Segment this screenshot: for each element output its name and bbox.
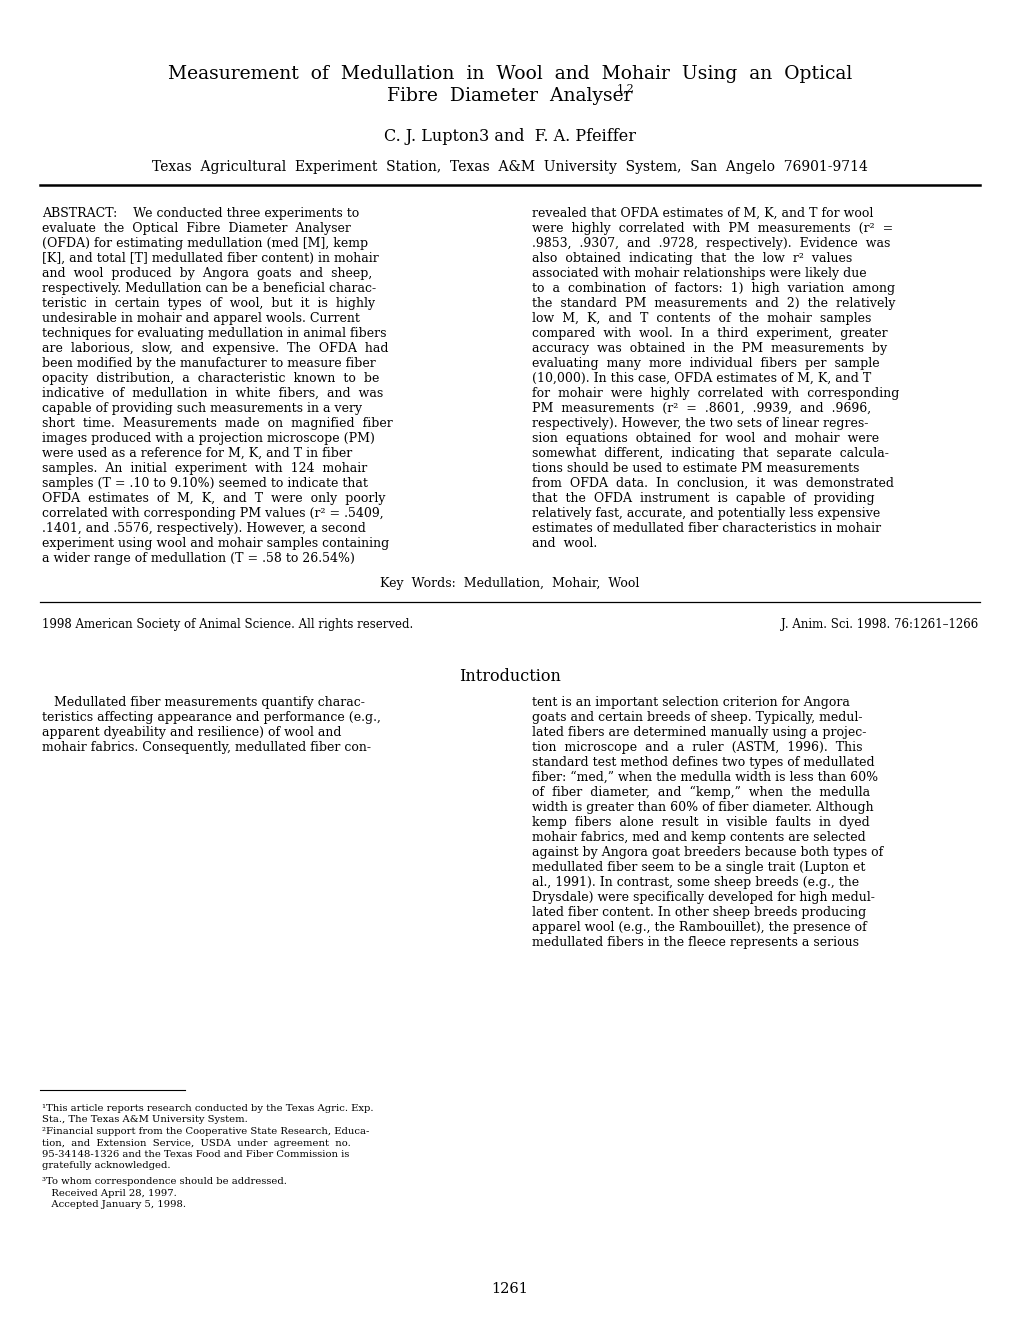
Text: lated fibers are determined manually using a projec-: lated fibers are determined manually usi… bbox=[532, 726, 865, 739]
Text: (OFDA) for estimating medullation (med [M], kemp: (OFDA) for estimating medullation (med [… bbox=[42, 238, 368, 249]
Text: standard test method defines two types of medullated: standard test method defines two types o… bbox=[532, 756, 873, 770]
Text: accuracy  was  obtained  in  the  PM  measurements  by: accuracy was obtained in the PM measurem… bbox=[532, 342, 887, 355]
Text: that  the  OFDA  instrument  is  capable  of  providing: that the OFDA instrument is capable of p… bbox=[532, 492, 873, 506]
Text: associated with mohair relationships were likely due: associated with mohair relationships wer… bbox=[532, 267, 866, 280]
Text: gratefully acknowledged.: gratefully acknowledged. bbox=[42, 1162, 170, 1171]
Text: apparent dyeability and resilience) of wool and: apparent dyeability and resilience) of w… bbox=[42, 726, 341, 739]
Text: C. J. Lupton3 and  F. A. Pfeiffer: C. J. Lupton3 and F. A. Pfeiffer bbox=[383, 128, 636, 145]
Text: Key  Words:  Medullation,  Mohair,  Wool: Key Words: Medullation, Mohair, Wool bbox=[380, 577, 639, 590]
Text: .1401, and .5576, respectively). However, a second: .1401, and .5576, respectively). However… bbox=[42, 521, 366, 535]
Text: 1,2: 1,2 bbox=[616, 83, 634, 92]
Text: width is greater than 60% of fiber diameter. Although: width is greater than 60% of fiber diame… bbox=[532, 801, 872, 814]
Text: evaluating  many  more  individual  fibers  per  sample: evaluating many more individual fibers p… bbox=[532, 356, 878, 370]
Text: of  fiber  diameter,  and  “kemp,”  when  the  medulla: of fiber diameter, and “kemp,” when the … bbox=[532, 785, 869, 799]
Text: ¹This article reports research conducted by the Texas Agric. Exp.: ¹This article reports research conducted… bbox=[42, 1104, 373, 1113]
Text: tent is an important selection criterion for Angora: tent is an important selection criterion… bbox=[532, 696, 849, 709]
Text: PM  measurements  (r²  =  .8601,  .9939,  and  .9696,: PM measurements (r² = .8601, .9939, and … bbox=[532, 403, 870, 414]
Text: techniques for evaluating medullation in animal fibers: techniques for evaluating medullation in… bbox=[42, 327, 386, 341]
Text: were used as a reference for M, K, and T in fiber: were used as a reference for M, K, and T… bbox=[42, 447, 352, 459]
Text: compared  with  wool.  In  a  third  experiment,  greater: compared with wool. In a third experimen… bbox=[532, 327, 887, 341]
Text: Accepted January 5, 1998.: Accepted January 5, 1998. bbox=[42, 1200, 185, 1209]
Text: low  M,  K,  and  T  contents  of  the  mohair  samples: low M, K, and T contents of the mohair s… bbox=[532, 312, 870, 325]
Text: 95-34148-1326 and the Texas Food and Fiber Commission is: 95-34148-1326 and the Texas Food and Fib… bbox=[42, 1150, 350, 1159]
Text: were  highly  correlated  with  PM  measurements  (r²  =: were highly correlated with PM measureme… bbox=[532, 222, 893, 235]
Text: .9853,  .9307,  and  .9728,  respectively).  Evidence  was: .9853, .9307, and .9728, respectively). … bbox=[532, 238, 890, 249]
Text: mohair fabrics, med and kemp contents are selected: mohair fabrics, med and kemp contents ar… bbox=[532, 832, 865, 843]
Text: medullated fiber seem to be a single trait (Lupton et: medullated fiber seem to be a single tra… bbox=[532, 861, 864, 874]
Text: are  laborious,  slow,  and  expensive.  The  OFDA  had: are laborious, slow, and expensive. The … bbox=[42, 342, 388, 355]
Text: teristics affecting appearance and performance (e.g.,: teristics affecting appearance and perfo… bbox=[42, 711, 380, 723]
Text: and  wool.: and wool. bbox=[532, 537, 597, 550]
Text: kemp  fibers  alone  result  in  visible  faults  in  dyed: kemp fibers alone result in visible faul… bbox=[532, 816, 869, 829]
Text: indicative  of  medullation  in  white  fibers,  and  was: indicative of medullation in white fiber… bbox=[42, 387, 383, 400]
Text: Texas  Agricultural  Experiment  Station,  Texas  A&M  University  System,  San : Texas Agricultural Experiment Station, T… bbox=[152, 160, 867, 174]
Text: been modified by the manufacturer to measure fiber: been modified by the manufacturer to mea… bbox=[42, 356, 375, 370]
Text: lated fiber content. In other sheep breeds producing: lated fiber content. In other sheep bree… bbox=[532, 906, 865, 919]
Text: the  standard  PM  measurements  and  2)  the  relatively: the standard PM measurements and 2) the … bbox=[532, 297, 895, 310]
Text: al., 1991). In contrast, some sheep breeds (e.g., the: al., 1991). In contrast, some sheep bree… bbox=[532, 876, 858, 888]
Text: against by Angora goat breeders because both types of: against by Angora goat breeders because … bbox=[532, 846, 882, 859]
Text: and  wool  produced  by  Angora  goats  and  sheep,: and wool produced by Angora goats and sh… bbox=[42, 267, 372, 280]
Text: apparel wool (e.g., the Rambouillet), the presence of: apparel wool (e.g., the Rambouillet), th… bbox=[532, 921, 866, 935]
Text: (10,000). In this case, OFDA estimates of M, K, and T: (10,000). In this case, OFDA estimates o… bbox=[532, 372, 870, 385]
Text: evaluate  the  Optical  Fibre  Diameter  Analyser: evaluate the Optical Fibre Diameter Anal… bbox=[42, 222, 351, 235]
Text: relatively fast, accurate, and potentially less expensive: relatively fast, accurate, and potential… bbox=[532, 507, 879, 520]
Text: goats and certain breeds of sheep. Typically, medul-: goats and certain breeds of sheep. Typic… bbox=[532, 711, 862, 723]
Text: a wider range of medullation (T = .58 to 26.54%): a wider range of medullation (T = .58 to… bbox=[42, 552, 355, 565]
Text: Sta., The Texas A&M University System.: Sta., The Texas A&M University System. bbox=[42, 1115, 248, 1125]
Text: tion  microscope  and  a  ruler  (ASTM,  1996).  This: tion microscope and a ruler (ASTM, 1996)… bbox=[532, 741, 862, 754]
Text: respectively). However, the two sets of linear regres-: respectively). However, the two sets of … bbox=[532, 417, 867, 430]
Text: samples (T = .10 to 9.10%) seemed to indicate that: samples (T = .10 to 9.10%) seemed to ind… bbox=[42, 477, 368, 490]
Text: capable of providing such measurements in a very: capable of providing such measurements i… bbox=[42, 403, 362, 414]
Text: [K], and total [T] medullated fiber content) in mohair: [K], and total [T] medullated fiber cont… bbox=[42, 252, 378, 265]
Text: ²Financial support from the Cooperative State Research, Educa-: ²Financial support from the Cooperative … bbox=[42, 1127, 369, 1137]
Text: Drysdale) were specifically developed for high medul-: Drysdale) were specifically developed fo… bbox=[532, 891, 874, 904]
Text: 1998 American Society of Animal Science. All rights reserved.: 1998 American Society of Animal Science.… bbox=[42, 618, 413, 631]
Text: tion,  and  Extension  Service,  USDA  under  agreement  no.: tion, and Extension Service, USDA under … bbox=[42, 1138, 351, 1147]
Text: mohair fabrics. Consequently, medullated fiber con-: mohair fabrics. Consequently, medullated… bbox=[42, 741, 371, 754]
Text: samples.  An  initial  experiment  with  124  mohair: samples. An initial experiment with 124 … bbox=[42, 462, 367, 475]
Text: revealed that OFDA estimates of M, K, and T for wool: revealed that OFDA estimates of M, K, an… bbox=[532, 207, 872, 220]
Text: ³To whom correspondence should be addressed.: ³To whom correspondence should be addres… bbox=[42, 1177, 286, 1185]
Text: medullated fibers in the fleece represents a serious: medullated fibers in the fleece represen… bbox=[532, 936, 858, 949]
Text: J. Anim. Sci. 1998. 76:1261–1266: J. Anim. Sci. 1998. 76:1261–1266 bbox=[780, 618, 977, 631]
Text: images produced with a projection microscope (PM): images produced with a projection micros… bbox=[42, 432, 375, 445]
Text: short  time.  Measurements  made  on  magnified  fiber: short time. Measurements made on magnifi… bbox=[42, 417, 392, 430]
Text: from  OFDA  data.  In  conclusion,  it  was  demonstrated: from OFDA data. In conclusion, it was de… bbox=[532, 477, 893, 490]
Text: undesirable in mohair and apparel wools. Current: undesirable in mohair and apparel wools.… bbox=[42, 312, 360, 325]
Text: opacity  distribution,  a  characteristic  known  to  be: opacity distribution, a characteristic k… bbox=[42, 372, 379, 385]
Text: Introduction: Introduction bbox=[459, 668, 560, 685]
Text: correlated with corresponding PM values (r² = .5409,: correlated with corresponding PM values … bbox=[42, 507, 383, 520]
Text: Measurement  of  Medullation  in  Wool  and  Mohair  Using  an  Optical: Measurement of Medullation in Wool and M… bbox=[168, 65, 851, 83]
Text: for  mohair  were  highly  correlated  with  corresponding: for mohair were highly correlated with c… bbox=[532, 387, 899, 400]
Text: tions should be used to estimate PM measurements: tions should be used to estimate PM meas… bbox=[532, 462, 859, 475]
Text: OFDA  estimates  of  M,  K,  and  T  were  only  poorly: OFDA estimates of M, K, and T were only … bbox=[42, 492, 385, 506]
Text: 1261: 1261 bbox=[491, 1282, 528, 1296]
Text: ABSTRACT:    We conducted three experiments to: ABSTRACT: We conducted three experiments… bbox=[42, 207, 359, 220]
Text: Medullated fiber measurements quantify charac-: Medullated fiber measurements quantify c… bbox=[42, 696, 365, 709]
Text: also  obtained  indicating  that  the  low  r²  values: also obtained indicating that the low r²… bbox=[532, 252, 852, 265]
Text: sion  equations  obtained  for  wool  and  mohair  were: sion equations obtained for wool and moh… bbox=[532, 432, 878, 445]
Text: teristic  in  certain  types  of  wool,  but  it  is  highly: teristic in certain types of wool, but i… bbox=[42, 297, 375, 310]
Text: fiber: “med,” when the medulla width is less than 60%: fiber: “med,” when the medulla width is … bbox=[532, 771, 877, 784]
Text: to  a  combination  of  factors:  1)  high  variation  among: to a combination of factors: 1) high var… bbox=[532, 282, 895, 294]
Text: estimates of medullated fiber characteristics in mohair: estimates of medullated fiber characteri… bbox=[532, 521, 880, 535]
Text: Received April 28, 1997.: Received April 28, 1997. bbox=[42, 1188, 176, 1197]
Text: experiment using wool and mohair samples containing: experiment using wool and mohair samples… bbox=[42, 537, 389, 550]
Text: respectively. Medullation can be a beneficial charac-: respectively. Medullation can be a benef… bbox=[42, 282, 376, 294]
Text: somewhat  different,  indicating  that  separate  calcula-: somewhat different, indicating that sepa… bbox=[532, 447, 888, 459]
Text: Fibre  Diameter  Analyser: Fibre Diameter Analyser bbox=[387, 87, 632, 106]
